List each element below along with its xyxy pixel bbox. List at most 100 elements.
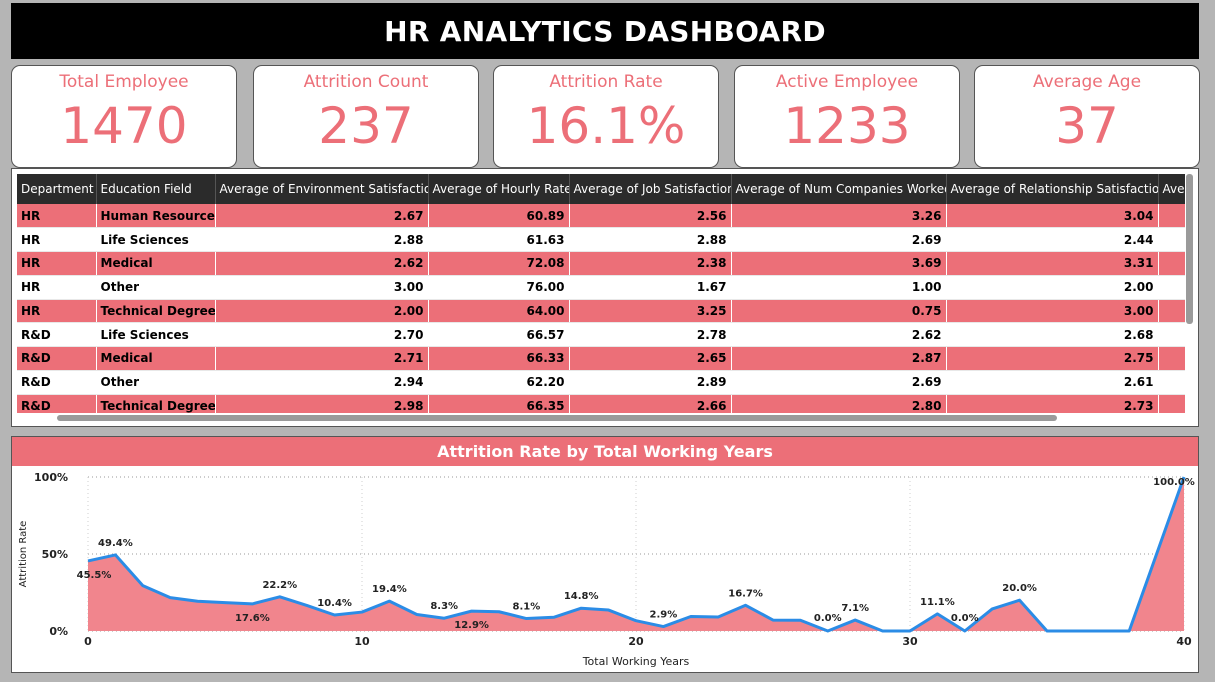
- cell-average-truncated: [1158, 346, 1185, 371]
- cell-num-companies-worked: 1.00: [731, 275, 947, 300]
- cell-average-truncated: [1158, 322, 1185, 347]
- cell-department: HR: [17, 251, 97, 276]
- attrition-area-chart: 0% 50% 100% 0 10 20 30 40 Total Working Years Att…: [18, 471, 1195, 668]
- cell-department: HR: [17, 275, 97, 300]
- horizontal-scrollbar[interactable]: [57, 415, 1057, 421]
- cell-education-field: Medical: [96, 251, 216, 276]
- cell-num-companies-worked: 2.87: [731, 346, 947, 371]
- cell-hourly-rate: 66.35: [428, 394, 570, 413]
- data-label: 17.6%: [235, 613, 270, 624]
- data-label: 8.1%: [513, 602, 541, 613]
- header-hourly-rate[interactable]: Average of Hourly Rate: [428, 174, 570, 204]
- series-line: [87, 476, 1186, 633]
- kpi-label: Total Employee: [59, 72, 189, 92]
- kpi-card-attrition-count: Attrition Count 237: [253, 65, 479, 168]
- data-label: 100.0%: [1153, 477, 1195, 488]
- attrition-chart-panel: Attrition Rate by Total Working Years 0%…: [11, 436, 1199, 673]
- cell-job-satisfaction: 3.25: [569, 299, 732, 324]
- cell-environment-satisfaction: 2.00: [215, 299, 429, 324]
- table-viewport[interactable]: Department Education Field Average of En…: [17, 174, 1185, 413]
- kpi-value: 1470: [60, 97, 188, 155]
- cell-hourly-rate: 72.08: [428, 251, 570, 276]
- cell-job-satisfaction: 2.89: [569, 370, 732, 395]
- chart-title: Attrition Rate by Total Working Years: [12, 437, 1198, 466]
- cell-environment-satisfaction: 2.94: [215, 370, 429, 395]
- data-table: Department Education Field Average of En…: [17, 174, 1185, 413]
- kpi-card-average-age: Average Age 37: [974, 65, 1200, 168]
- cell-relationship-satisfaction: 2.75: [946, 346, 1159, 371]
- table-row[interactable]: HR Other 3.00 76.00 1.67 1.00 2.00: [17, 275, 1185, 300]
- kpi-label: Attrition Rate: [549, 72, 663, 92]
- cell-department: R&D: [17, 322, 97, 347]
- data-label: 11.1%: [920, 597, 955, 608]
- cell-relationship-satisfaction: 2.68: [946, 322, 1159, 347]
- cell-department: R&D: [17, 394, 97, 413]
- table-row[interactable]: R&D Life Sciences 2.70 66.57 2.78 2.62 2.68: [17, 322, 1185, 347]
- cell-environment-satisfaction: 2.71: [215, 346, 429, 371]
- header-num-companies-worked[interactable]: Average of Num Companies Worked: [731, 174, 947, 204]
- cell-job-satisfaction: 2.78: [569, 322, 732, 347]
- table-header-row: Department Education Field Average of En…: [17, 174, 1185, 204]
- x-tick-label: 10: [354, 635, 370, 648]
- cell-relationship-satisfaction: 2.61: [946, 370, 1159, 395]
- cell-environment-satisfaction: 2.67: [215, 204, 429, 229]
- table-row[interactable]: HR Human Resources 2.67 60.89 2.56 3.26 3.04: [17, 204, 1185, 229]
- cell-job-satisfaction: 2.56: [569, 204, 732, 229]
- vertical-scrollbar[interactable]: [1186, 174, 1193, 324]
- cell-relationship-satisfaction: 3.31: [946, 251, 1159, 276]
- table-row[interactable]: HR Medical 2.62 72.08 2.38 3.69 3.31: [17, 251, 1185, 276]
- kpi-card-active-employee: Active Employee 1233: [734, 65, 960, 168]
- cell-education-field: Human Resources: [96, 204, 216, 229]
- cell-education-field: Other: [96, 370, 216, 395]
- header-relationship-satisfaction[interactable]: Average of Relationship Satisfaction: [946, 174, 1159, 204]
- kpi-value: 37: [1055, 97, 1119, 155]
- cell-hourly-rate: 61.63: [428, 227, 570, 252]
- kpi-card-attrition-rate: Attrition Rate 16.1%: [493, 65, 719, 168]
- cell-environment-satisfaction: 2.98: [215, 394, 429, 413]
- header-job-satisfaction[interactable]: Average of Job Satisfaction: [569, 174, 732, 204]
- cell-education-field: Life Sciences: [96, 227, 216, 252]
- cell-hourly-rate: 76.00: [428, 275, 570, 300]
- header-department[interactable]: Department: [17, 174, 97, 204]
- kpi-label: Average Age: [1032, 72, 1142, 92]
- kpi-label: Active Employee: [775, 72, 919, 92]
- cell-job-satisfaction: 2.65: [569, 346, 732, 371]
- header-education-field[interactable]: Education Field: [96, 174, 216, 204]
- cell-job-satisfaction: 1.67: [569, 275, 732, 300]
- data-table-panel: Department Education Field Average of En…: [11, 168, 1199, 427]
- cell-education-field: Technical Degree: [96, 299, 216, 324]
- table-row[interactable]: R&D Technical Degree 2.98 66.35 2.66 2.80 2.73: [17, 394, 1185, 413]
- table-row[interactable]: R&D Medical 2.71 66.33 2.65 2.87 2.75: [17, 346, 1185, 371]
- x-axis-title: Total Working Years: [582, 655, 690, 668]
- cell-department: HR: [17, 227, 97, 252]
- data-label: 14.8%: [564, 591, 599, 602]
- dashboard-title: HR ANALYTICS DASHBOARD: [11, 3, 1199, 59]
- cell-environment-satisfaction: 2.88: [215, 227, 429, 252]
- cell-department: R&D: [17, 346, 97, 371]
- y-tick-label: 50%: [42, 548, 68, 561]
- data-label: 0.0%: [951, 613, 979, 624]
- area-fill: [88, 477, 1184, 631]
- x-tick-label: 30: [902, 635, 918, 648]
- table-row[interactable]: HR Technical Degree 2.00 64.00 3.25 0.75 3.00: [17, 299, 1185, 324]
- cell-relationship-satisfaction: 2.44: [946, 227, 1159, 252]
- kpi-value: 237: [318, 97, 414, 155]
- x-tick-label: 20: [628, 635, 644, 648]
- kpi-value: 1233: [783, 97, 911, 155]
- cell-environment-satisfaction: 3.00: [215, 275, 429, 300]
- header-environment-satisfaction[interactable]: Average of Environment Satisfaction: [215, 174, 429, 204]
- header-average-truncated[interactable]: Average: [1158, 174, 1185, 204]
- cell-job-satisfaction: 2.88: [569, 227, 732, 252]
- cell-hourly-rate: 66.33: [428, 346, 570, 371]
- table-row[interactable]: HR Life Sciences 2.88 61.63 2.88 2.69 2.44: [17, 227, 1185, 252]
- table-row[interactable]: R&D Other 2.94 62.20 2.89 2.69 2.61: [17, 370, 1185, 395]
- data-label: 19.4%: [372, 584, 407, 595]
- data-label: 22.2%: [262, 580, 297, 591]
- cell-relationship-satisfaction: 2.00: [946, 275, 1159, 300]
- kpi-card-total-employee: Total Employee 1470: [11, 65, 237, 168]
- cell-environment-satisfaction: 2.70: [215, 322, 429, 347]
- x-tick-label: 0: [84, 635, 92, 648]
- x-tick-label: 40: [1176, 635, 1192, 648]
- cell-num-companies-worked: 2.62: [731, 322, 947, 347]
- cell-education-field: Technical Degree: [96, 394, 216, 413]
